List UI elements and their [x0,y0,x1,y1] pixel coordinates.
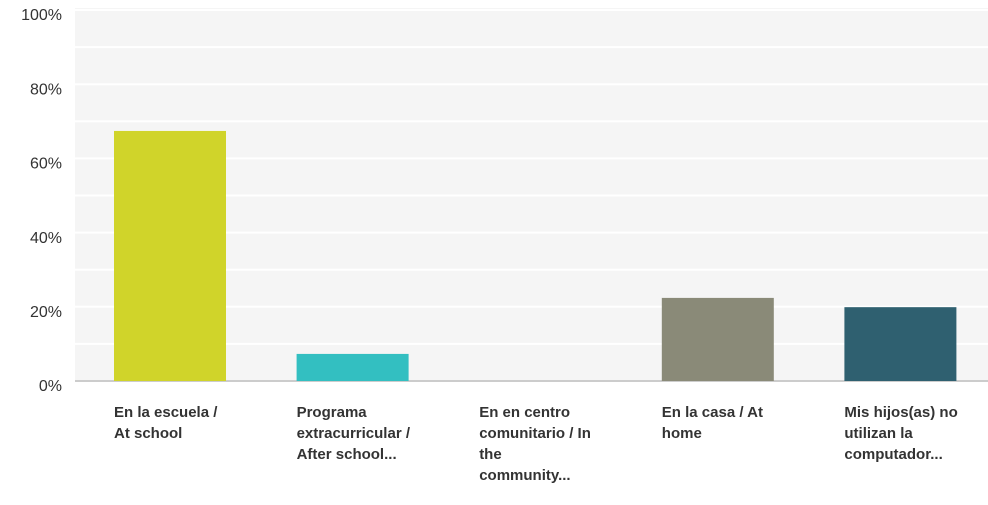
x-tick-label: En la escuela / At school [114,404,218,442]
x-tick-label: En en centro comunitario / In the commun… [479,404,591,484]
x-tick-label: Mis hijos(as) no utilizan la computador.… [844,404,958,463]
bar [661,297,774,381]
bar [844,307,957,381]
y-tick-label: 20% [30,304,62,321]
y-tick-label: 60% [30,156,62,173]
y-tick-label: 0% [39,378,62,395]
bar [296,353,409,381]
y-tick-label: 80% [30,81,62,98]
y-tick-label: 100% [21,7,62,24]
bar [114,130,226,381]
x-tick-label: Programa extracurricular / After school.… [296,404,410,463]
y-tick-label: 40% [30,230,62,247]
x-tick-label: En la casa / At home [661,404,763,442]
